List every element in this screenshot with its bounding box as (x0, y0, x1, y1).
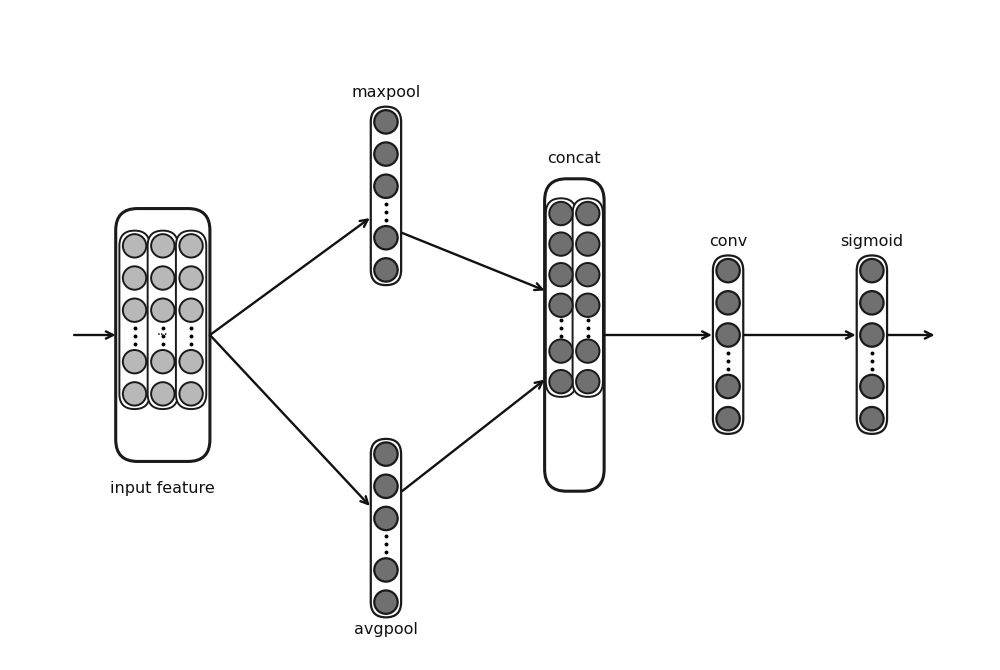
Circle shape (549, 340, 573, 363)
Circle shape (151, 299, 175, 322)
Circle shape (860, 259, 884, 282)
Circle shape (576, 202, 599, 225)
Circle shape (716, 324, 740, 346)
FancyBboxPatch shape (119, 230, 150, 409)
Circle shape (374, 590, 398, 614)
Circle shape (374, 175, 398, 198)
Circle shape (151, 350, 175, 373)
Circle shape (716, 375, 740, 398)
Circle shape (374, 226, 398, 249)
FancyBboxPatch shape (176, 230, 206, 409)
FancyBboxPatch shape (148, 230, 178, 409)
Circle shape (576, 340, 599, 363)
Circle shape (123, 266, 146, 289)
FancyBboxPatch shape (573, 198, 603, 397)
Circle shape (179, 350, 203, 373)
FancyBboxPatch shape (116, 208, 210, 462)
Circle shape (549, 232, 573, 256)
Circle shape (716, 407, 740, 430)
Circle shape (123, 299, 146, 322)
Circle shape (179, 266, 203, 289)
Text: concat: concat (548, 151, 601, 166)
Circle shape (374, 110, 398, 133)
Circle shape (374, 142, 398, 165)
Circle shape (179, 234, 203, 257)
FancyBboxPatch shape (546, 198, 576, 397)
Circle shape (123, 234, 146, 257)
Text: avgpool: avgpool (354, 622, 418, 637)
Circle shape (576, 263, 599, 286)
Circle shape (374, 558, 398, 582)
Circle shape (374, 258, 398, 281)
FancyBboxPatch shape (857, 255, 887, 434)
Circle shape (860, 291, 884, 314)
Circle shape (549, 370, 573, 393)
Circle shape (374, 442, 398, 466)
Circle shape (374, 474, 398, 498)
Circle shape (860, 375, 884, 398)
Circle shape (549, 263, 573, 286)
Circle shape (716, 259, 740, 282)
Text: conv: conv (709, 234, 747, 249)
Text: sigmoid: sigmoid (840, 234, 903, 249)
Circle shape (860, 324, 884, 346)
Circle shape (151, 234, 175, 257)
Circle shape (860, 407, 884, 430)
Circle shape (123, 350, 146, 373)
Circle shape (123, 382, 146, 405)
Circle shape (716, 291, 740, 314)
FancyBboxPatch shape (545, 179, 604, 491)
FancyBboxPatch shape (713, 255, 743, 434)
FancyBboxPatch shape (371, 107, 401, 285)
Circle shape (179, 382, 203, 405)
Circle shape (549, 202, 573, 225)
Circle shape (374, 507, 398, 530)
Circle shape (576, 370, 599, 393)
FancyBboxPatch shape (371, 439, 401, 617)
Text: ···: ··· (157, 330, 169, 342)
Circle shape (576, 232, 599, 256)
Circle shape (151, 266, 175, 289)
Circle shape (576, 293, 599, 317)
Circle shape (549, 293, 573, 317)
Circle shape (179, 299, 203, 322)
Circle shape (151, 382, 175, 405)
Text: input feature: input feature (110, 481, 215, 496)
Text: maxpool: maxpool (351, 85, 421, 100)
